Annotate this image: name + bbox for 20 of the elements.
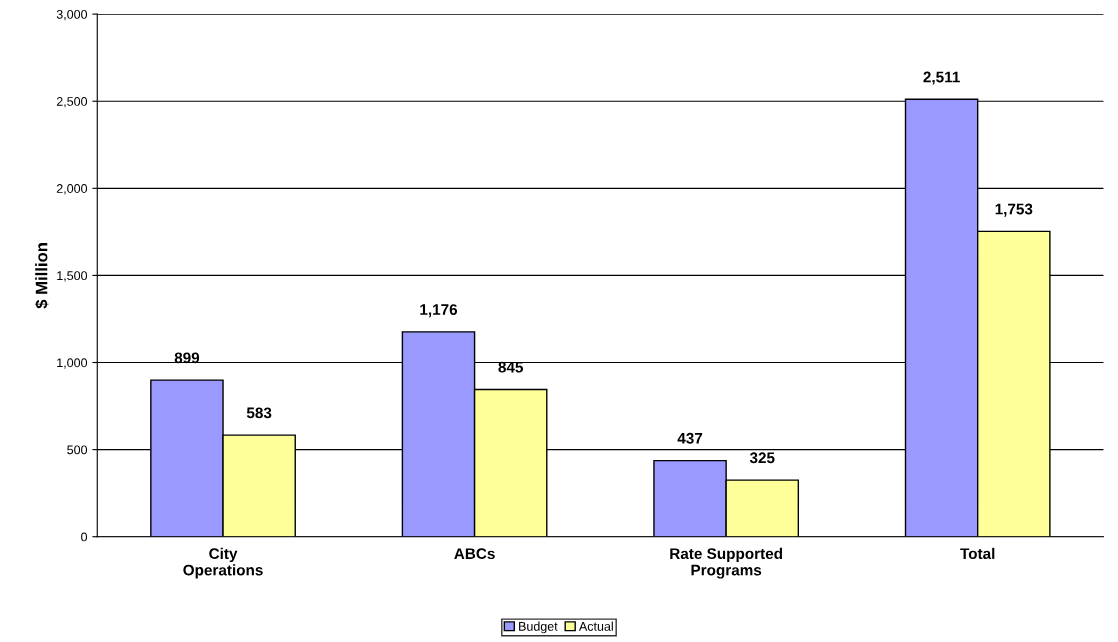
data-label: 583	[246, 407, 272, 419]
x-tick-label: City Operations	[183, 547, 263, 579]
x-tick-label: ABCs	[454, 548, 495, 560]
data-label: 1,753	[995, 203, 1033, 217]
y-tick-label: 1,500	[57, 271, 88, 282]
legend-label: Actual	[578, 621, 613, 631]
y-tick-label: 2,000	[56, 184, 88, 195]
data-label: 2,511	[923, 71, 960, 85]
y-tick-label: 500	[67, 445, 88, 455]
legend-label: Budget	[519, 621, 558, 634]
data-label: 325	[749, 452, 775, 464]
x-tick-label: Rate Supported Programs	[670, 547, 783, 579]
data-label: 1,176	[420, 304, 458, 318]
x-tick-label: Total	[960, 547, 995, 560]
y-tick-label: 0	[81, 532, 88, 542]
data-label: 437	[677, 432, 703, 444]
y-tick-label: 2,500	[56, 97, 88, 108]
y-tick-label: 1,000	[57, 358, 88, 369]
y-axis-title: $ Million	[34, 243, 49, 309]
y-tick-label: 3,000	[56, 9, 88, 21]
